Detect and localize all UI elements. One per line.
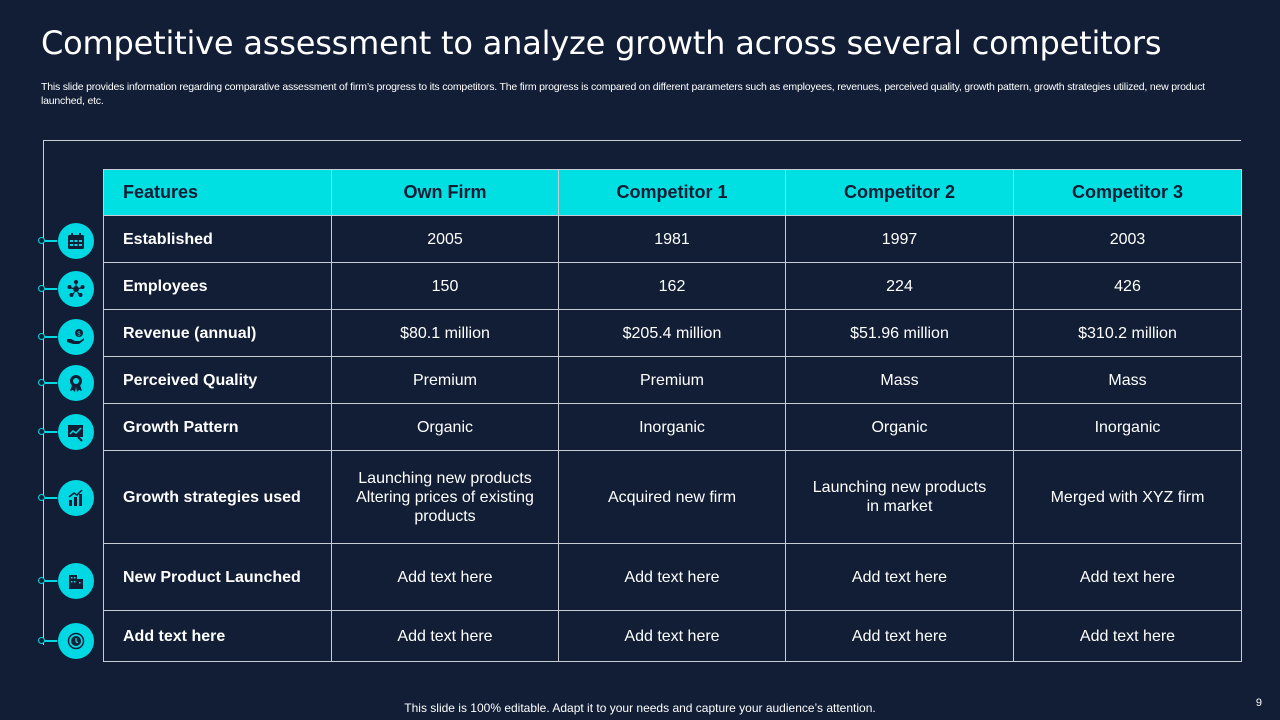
table-cell: Mass (785, 356, 1014, 404)
row-icon-employees (38, 270, 98, 310)
table-cell: $51.96 million (785, 309, 1014, 357)
money-hand-icon: $ (58, 319, 94, 355)
table-cell: Add text here (331, 610, 559, 662)
team-network-icon (58, 271, 94, 307)
row-icon-add-text (38, 622, 98, 662)
table-cell: Premium (331, 356, 559, 404)
header-competitor-1: Competitor 1 (558, 169, 786, 216)
row-icon-growth-pattern (38, 413, 98, 453)
table-row: Employees 150 162 224 426 (103, 262, 1242, 310)
building-icon (58, 563, 94, 599)
table-cell: 1981 (558, 215, 786, 263)
table-cell: Merged with XYZ firm (1013, 450, 1242, 544)
table-cell: Organic (331, 403, 559, 451)
row-label: Revenue (annual) (103, 309, 332, 357)
table-cell: Add text here (1013, 610, 1242, 662)
table-cell: Add text here (331, 543, 559, 611)
table-header-row: Features Own Firm Competitor 1 Competito… (103, 169, 1242, 216)
table-row: New Product Launched Add text here Add t… (103, 543, 1242, 611)
table-cell: Add text here (558, 543, 786, 611)
table-cell: Add text here (1013, 543, 1242, 611)
table-row: Growth strategies used Launching new pro… (103, 450, 1242, 544)
row-icon-revenue: $ (38, 318, 98, 358)
table-cell: $205.4 million (558, 309, 786, 357)
row-icon-new-product (38, 562, 98, 602)
table-cell: Premium (558, 356, 786, 404)
table-row: Established 2005 1981 1997 2003 (103, 215, 1242, 263)
table-cell: Launching new products Altering prices o… (331, 450, 559, 544)
table-row: Growth Pattern Organic Inorganic Organic… (103, 403, 1242, 451)
row-label: Established (103, 215, 332, 263)
table-cell: 1997 (785, 215, 1014, 263)
top-divider (43, 140, 1241, 141)
table-row: Revenue (annual) $80.1 million $205.4 mi… (103, 309, 1242, 357)
award-badge-icon (58, 365, 94, 401)
table-cell: Add text here (558, 610, 786, 662)
table-cell: $310.2 million (1013, 309, 1242, 357)
table-cell: 150 (331, 262, 559, 310)
table-cell: $80.1 million (331, 309, 559, 357)
footer-note: This slide is 100% editable. Adapt it to… (404, 701, 876, 715)
slide-title: Competitive assessment to analyze growth… (41, 24, 1162, 62)
row-icon-quality (38, 364, 98, 404)
growth-chart-icon (58, 414, 94, 450)
table-cell: Inorganic (558, 403, 786, 451)
table-cell: Acquired new firm (558, 450, 786, 544)
left-divider (43, 140, 44, 645)
clock-icon (58, 623, 94, 659)
table-row: Add text here Add text here Add text her… (103, 610, 1242, 662)
table-cell: Organic (785, 403, 1014, 451)
comparison-table: Features Own Firm Competitor 1 Competito… (103, 169, 1242, 662)
table-cell: Inorganic (1013, 403, 1242, 451)
table-cell: Mass (1013, 356, 1242, 404)
table-cell: Add text here (785, 610, 1014, 662)
row-label: Add text here (103, 610, 332, 662)
table-cell: Add text here (785, 543, 1014, 611)
header-own-firm: Own Firm (331, 169, 559, 216)
table-cell: Launching new products in market (785, 450, 1014, 544)
page-number: 9 (1255, 697, 1262, 709)
row-label: Growth Pattern (103, 403, 332, 451)
table-cell: 2003 (1013, 215, 1242, 263)
row-label: Perceived Quality (103, 356, 332, 404)
table-cell: 426 (1013, 262, 1242, 310)
svg-text:$: $ (77, 331, 81, 338)
calendar-icon (58, 223, 94, 259)
header-features: Features (103, 169, 332, 216)
table-cell: 224 (785, 262, 1014, 310)
row-label: Employees (103, 262, 332, 310)
table-cell: 162 (558, 262, 786, 310)
row-label: New Product Launched (103, 543, 332, 611)
row-icon-growth-strategies (38, 479, 98, 519)
row-icon-established (38, 222, 98, 262)
slide-subtitle: This slide provides information regardin… (41, 81, 1205, 107)
strategy-chart-icon (58, 480, 94, 516)
header-competitor-3: Competitor 3 (1013, 169, 1242, 216)
table-row: Perceived Quality Premium Premium Mass M… (103, 356, 1242, 404)
row-label: Growth strategies used (103, 450, 332, 544)
header-competitor-2: Competitor 2 (785, 169, 1014, 216)
table-cell: 2005 (331, 215, 559, 263)
